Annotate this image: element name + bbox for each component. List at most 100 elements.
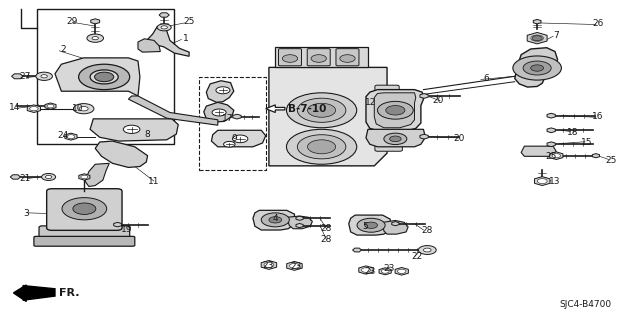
Circle shape xyxy=(298,135,346,159)
Polygon shape xyxy=(395,268,408,275)
FancyBboxPatch shape xyxy=(375,85,399,97)
Circle shape xyxy=(308,103,335,117)
Circle shape xyxy=(29,107,38,111)
Polygon shape xyxy=(159,13,170,17)
Circle shape xyxy=(216,87,230,94)
Bar xyxy=(37,9,174,144)
Text: 20: 20 xyxy=(433,96,444,105)
Text: 27: 27 xyxy=(19,72,31,81)
Circle shape xyxy=(81,175,88,179)
Circle shape xyxy=(531,35,543,41)
Polygon shape xyxy=(28,105,40,113)
FancyBboxPatch shape xyxy=(375,111,403,126)
Circle shape xyxy=(36,72,52,80)
Polygon shape xyxy=(253,210,294,230)
FancyBboxPatch shape xyxy=(34,236,135,246)
Polygon shape xyxy=(148,25,189,56)
Circle shape xyxy=(378,101,413,119)
Circle shape xyxy=(269,217,282,223)
Circle shape xyxy=(41,75,47,78)
Polygon shape xyxy=(79,174,90,180)
Polygon shape xyxy=(533,19,541,24)
Polygon shape xyxy=(204,102,234,122)
Text: SJC4-B4700: SJC4-B4700 xyxy=(559,300,611,309)
Circle shape xyxy=(124,125,140,133)
Polygon shape xyxy=(211,130,266,147)
Circle shape xyxy=(261,213,289,227)
Circle shape xyxy=(62,197,107,220)
Circle shape xyxy=(513,56,561,80)
Bar xyxy=(198,77,266,170)
Circle shape xyxy=(308,140,335,154)
Text: 23: 23 xyxy=(262,261,273,271)
Circle shape xyxy=(157,24,172,31)
Polygon shape xyxy=(233,114,241,119)
Polygon shape xyxy=(359,266,373,274)
Polygon shape xyxy=(261,261,276,269)
Polygon shape xyxy=(95,141,148,167)
Text: 11: 11 xyxy=(148,177,160,186)
Text: 22: 22 xyxy=(412,252,422,261)
Polygon shape xyxy=(547,113,556,118)
Text: 14: 14 xyxy=(9,103,20,112)
Text: 28: 28 xyxy=(321,224,332,233)
Circle shape xyxy=(289,263,300,268)
Circle shape xyxy=(552,153,561,158)
Circle shape xyxy=(362,268,371,272)
Polygon shape xyxy=(296,216,303,220)
Text: 10: 10 xyxy=(72,104,83,113)
Circle shape xyxy=(161,26,168,29)
Polygon shape xyxy=(12,74,23,79)
Circle shape xyxy=(73,203,96,214)
Polygon shape xyxy=(13,285,26,301)
Circle shape xyxy=(79,107,88,111)
Text: 13: 13 xyxy=(549,177,561,186)
Polygon shape xyxy=(547,128,556,133)
Polygon shape xyxy=(374,93,416,128)
FancyBboxPatch shape xyxy=(336,49,359,66)
Circle shape xyxy=(386,106,405,115)
Text: 19: 19 xyxy=(122,225,133,234)
Text: 6: 6 xyxy=(483,74,489,83)
Text: 8: 8 xyxy=(145,130,150,138)
Circle shape xyxy=(340,55,355,62)
Circle shape xyxy=(232,135,248,143)
Circle shape xyxy=(87,34,104,42)
Polygon shape xyxy=(269,67,387,166)
Polygon shape xyxy=(129,96,218,125)
Text: 18: 18 xyxy=(566,128,578,137)
Circle shape xyxy=(42,174,56,181)
Circle shape xyxy=(45,175,52,179)
Polygon shape xyxy=(353,248,362,252)
FancyBboxPatch shape xyxy=(375,136,403,151)
Circle shape xyxy=(365,222,378,228)
Polygon shape xyxy=(521,146,556,156)
Polygon shape xyxy=(515,48,557,87)
Text: 28: 28 xyxy=(321,235,332,244)
Circle shape xyxy=(287,93,356,128)
Text: 3: 3 xyxy=(24,209,29,218)
Text: 20: 20 xyxy=(454,134,465,143)
Text: 28: 28 xyxy=(422,226,433,234)
Circle shape xyxy=(47,104,54,108)
Circle shape xyxy=(67,135,75,138)
Text: 9: 9 xyxy=(231,134,237,143)
Polygon shape xyxy=(287,216,312,229)
Polygon shape xyxy=(85,163,109,187)
Circle shape xyxy=(212,109,226,116)
Text: 16: 16 xyxy=(592,112,604,121)
Text: 25: 25 xyxy=(605,156,616,165)
Polygon shape xyxy=(550,152,563,160)
FancyBboxPatch shape xyxy=(307,49,330,66)
Text: 1: 1 xyxy=(183,34,189,43)
Polygon shape xyxy=(45,103,56,109)
Circle shape xyxy=(381,269,389,273)
Circle shape xyxy=(282,55,298,62)
Polygon shape xyxy=(138,39,161,52)
Circle shape xyxy=(523,61,551,75)
Polygon shape xyxy=(275,47,368,67)
Text: 5: 5 xyxy=(362,222,367,231)
Polygon shape xyxy=(23,286,55,300)
Polygon shape xyxy=(527,33,547,44)
Circle shape xyxy=(74,104,94,114)
